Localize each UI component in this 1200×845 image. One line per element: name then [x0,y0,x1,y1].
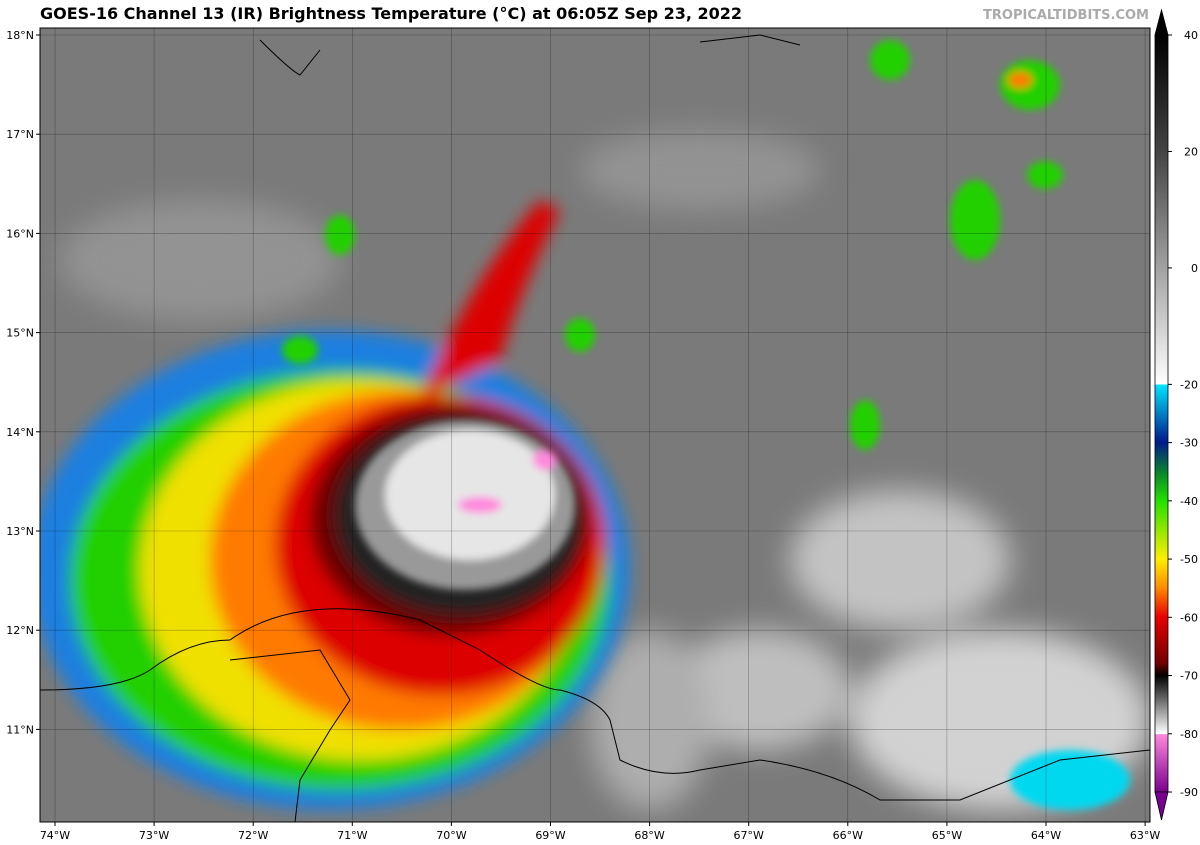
colorbar-tick-label: -20 [1180,378,1198,391]
lat-tick-label: 14°N [6,426,34,439]
colorbar-tick-label: 20 [1184,145,1198,158]
colorbar-tick-label: 0 [1191,262,1198,275]
lon-tick-label: 70°W [436,829,466,842]
colorbar [1154,34,1169,793]
lat-tick-label: 11°N [6,723,34,736]
lat-tick-label: 18°N [6,29,34,42]
satellite-image [40,28,1150,822]
lat-tick-label: 12°N [6,624,34,637]
lat-tick-label: 13°N [6,525,34,538]
colorbar-tick-label: -40 [1180,495,1198,508]
colorbar-tick-label: -30 [1180,437,1198,450]
graticule: 18°N 17°N 16°N 15°N 14°N 13°N 12°N 11°N 74°W 73°W… [6,28,1160,842]
map-frame [39,27,1151,823]
title: GOES-16 Channel 13 (IR) Brightness Tempe… [40,4,742,23]
colorbar-ticks: 40 20 0 -20 -30 -40 -50 -60 -70 -80 -90 [1168,29,1198,799]
watermark: TROPICALTIDBITS.COM [983,8,1149,23]
lon-tick-label: 73°W [139,829,169,842]
colorbar-tick-label: 40 [1184,29,1198,42]
lon-tick-label: 69°W [535,829,565,842]
colorbar-tick-label: -80 [1180,728,1198,741]
colorbar-tick-label: -70 [1180,670,1198,683]
colorbar-tick-label: -50 [1180,553,1198,566]
lon-tick-label: 66°W [833,829,863,842]
lon-tick-label: 72°W [238,829,268,842]
colorbar-tick-label: -60 [1180,611,1198,624]
colorbar-max-arrow [1154,8,1169,36]
lon-tick-label: 65°W [932,829,962,842]
lat-tick-label: 15°N [6,327,34,340]
lon-tick-label: 63°W [1130,829,1160,842]
lon-tick-label: 68°W [634,829,664,842]
lon-tick-label: 74°W [40,829,70,842]
lon-tick-label: 67°W [734,829,764,842]
lat-tick-label: 16°N [6,227,34,240]
colorbar-tick-label: -90 [1180,786,1198,799]
lon-tick-label: 71°W [337,829,367,842]
lat-tick-label: 17°N [6,128,34,141]
colorbar-min-arrow [1154,791,1169,821]
lon-tick-label: 64°W [1031,829,1061,842]
